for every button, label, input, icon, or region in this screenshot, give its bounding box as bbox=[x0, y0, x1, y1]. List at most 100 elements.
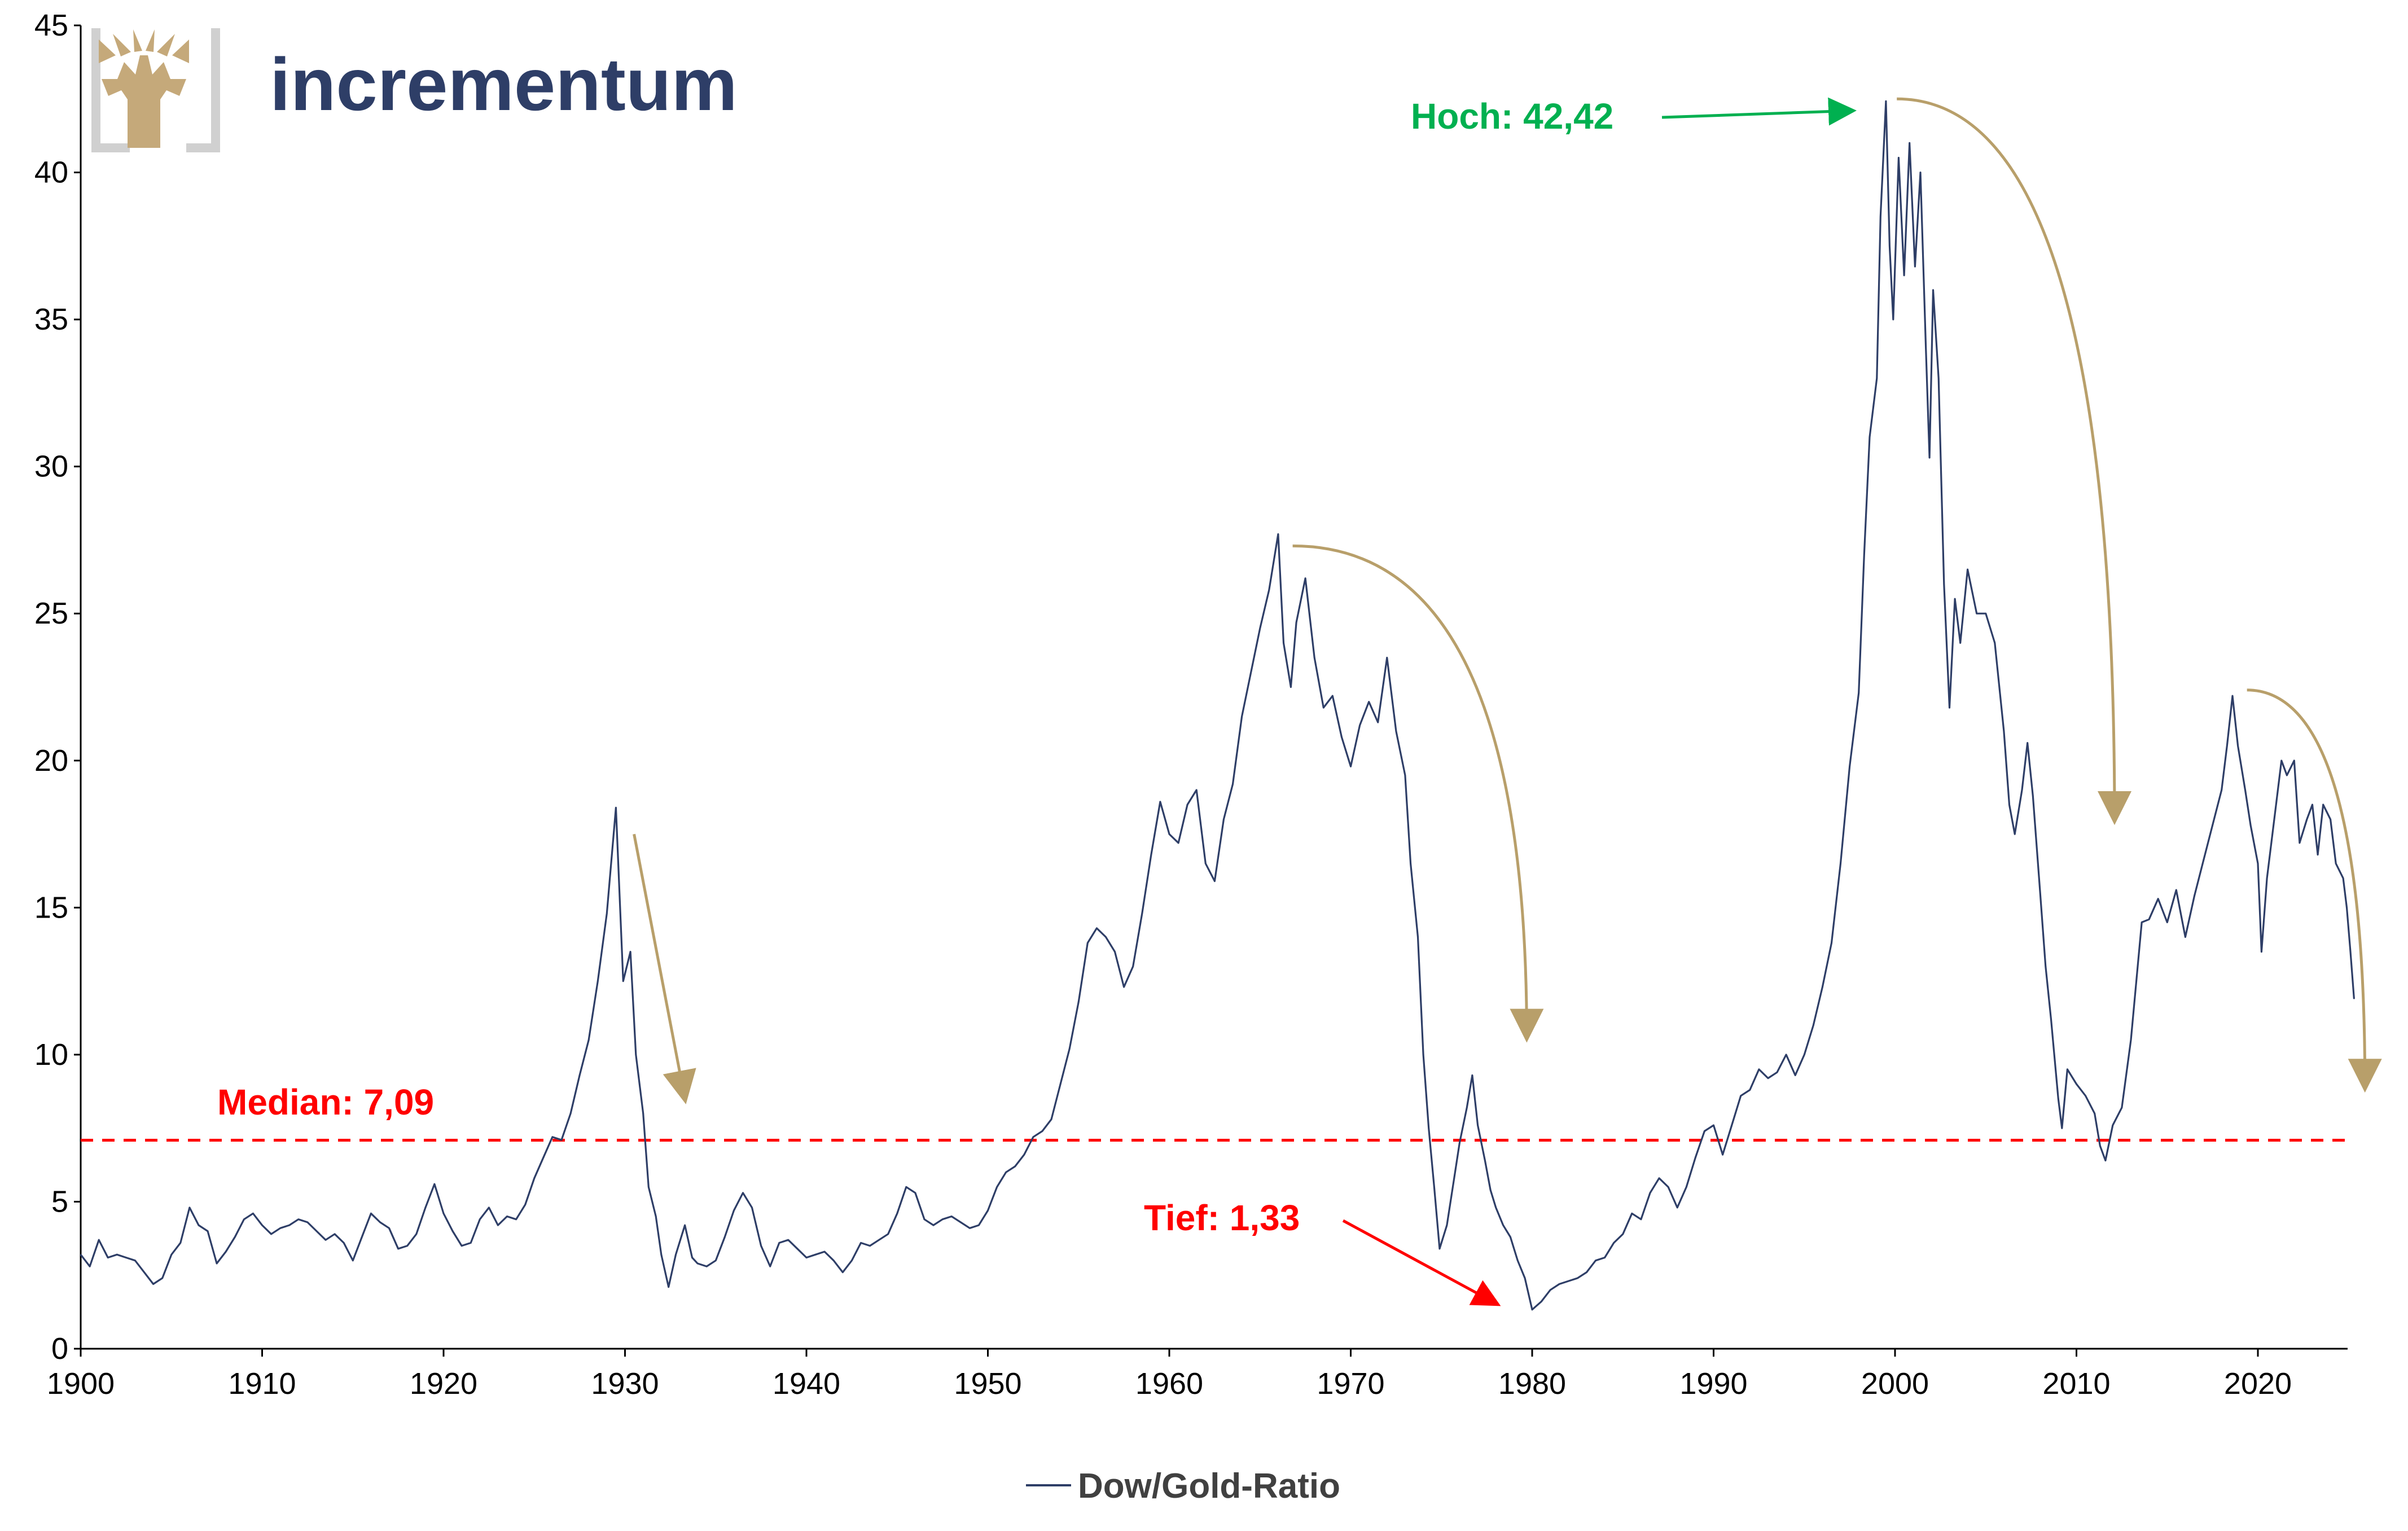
data-point bbox=[661, 1254, 662, 1255]
series-line-dow-gold-ratio bbox=[80, 100, 2355, 1311]
data-point bbox=[1187, 804, 1188, 805]
data-point bbox=[1196, 789, 1197, 791]
data-point bbox=[1849, 766, 1850, 767]
x-tick-label: 2020 bbox=[2224, 1367, 2292, 1401]
data-point bbox=[1885, 100, 1887, 102]
data-point bbox=[1786, 1054, 1787, 1055]
data-point bbox=[1377, 722, 1379, 723]
data-point bbox=[1359, 725, 1361, 726]
data-point bbox=[125, 1257, 127, 1258]
data-point bbox=[570, 1113, 571, 1114]
data-point bbox=[107, 1257, 108, 1258]
data-point bbox=[1350, 766, 1352, 767]
data-point bbox=[951, 1216, 952, 1217]
data-point bbox=[851, 1260, 853, 1261]
data-point bbox=[733, 1210, 735, 1211]
data-point bbox=[1713, 1125, 1714, 1126]
data-point bbox=[425, 1207, 426, 1208]
data-point bbox=[2039, 892, 2041, 894]
data-point bbox=[2008, 804, 2010, 805]
data-point bbox=[1178, 842, 1179, 844]
data-point bbox=[2311, 804, 2313, 805]
data-point bbox=[243, 1218, 245, 1220]
data-point bbox=[1446, 1225, 1448, 1226]
data-point bbox=[1033, 1137, 1034, 1138]
data-point bbox=[1387, 657, 1388, 659]
data-point bbox=[2299, 842, 2300, 844]
data-point bbox=[842, 1271, 844, 1273]
data-point bbox=[152, 1283, 154, 1285]
data-point bbox=[334, 1234, 335, 1235]
data-point bbox=[534, 1178, 535, 1179]
data-point bbox=[2135, 980, 2137, 982]
data-point bbox=[1893, 319, 1894, 320]
y-tick-label: 30 bbox=[34, 450, 68, 484]
data-point bbox=[815, 1254, 816, 1255]
data-point bbox=[1920, 172, 1921, 173]
data-point bbox=[1069, 1048, 1070, 1050]
decline-arrow bbox=[1897, 97, 2131, 825]
data-point bbox=[1510, 1236, 1511, 1238]
data-point bbox=[2094, 1113, 2095, 1114]
data-point bbox=[1014, 1166, 1016, 1167]
data-point bbox=[2286, 775, 2288, 776]
data-point bbox=[171, 1254, 172, 1255]
data-point bbox=[724, 1236, 726, 1238]
data-point bbox=[897, 1213, 898, 1214]
data-point bbox=[779, 1242, 780, 1244]
data-point bbox=[80, 1254, 81, 1255]
x-tick-label: 2000 bbox=[1861, 1367, 1929, 1401]
data-point bbox=[1096, 928, 1098, 929]
data-point bbox=[1604, 1257, 1606, 1258]
data-point bbox=[1880, 216, 1881, 217]
data-point bbox=[1290, 686, 1292, 688]
data-point bbox=[691, 1257, 693, 1258]
legend: Dow/Gold-Ratio bbox=[1026, 1467, 1340, 1506]
data-point bbox=[960, 1222, 962, 1223]
data-point bbox=[406, 1245, 408, 1247]
data-point bbox=[2226, 745, 2228, 747]
data-point bbox=[642, 1113, 644, 1114]
data-point bbox=[361, 1236, 363, 1238]
data-point bbox=[1686, 1186, 1687, 1188]
x-tick-label: 1990 bbox=[1679, 1367, 1747, 1401]
data-point bbox=[2085, 1095, 2086, 1096]
data-point bbox=[969, 1227, 971, 1229]
data-point bbox=[1502, 1225, 1504, 1226]
data-point bbox=[742, 1192, 744, 1194]
data-point bbox=[2175, 889, 2177, 890]
data-point bbox=[1831, 942, 1832, 944]
data-point bbox=[2014, 834, 2015, 835]
data-point bbox=[675, 1254, 677, 1255]
data-point bbox=[461, 1245, 462, 1247]
data-point bbox=[1932, 289, 1934, 291]
data-point bbox=[1985, 613, 1986, 614]
data-point bbox=[942, 1218, 943, 1220]
data-point bbox=[180, 1242, 181, 1244]
data-point bbox=[207, 1230, 208, 1232]
data-point bbox=[2237, 745, 2239, 747]
data-point bbox=[1060, 1083, 1061, 1085]
data-point bbox=[1869, 436, 1870, 438]
data-point bbox=[1477, 1125, 1479, 1126]
data-point bbox=[2166, 922, 2168, 923]
data-point bbox=[1559, 1283, 1560, 1285]
data-point bbox=[343, 1242, 344, 1244]
data-point bbox=[1368, 701, 1370, 703]
data-point bbox=[1428, 1128, 1429, 1129]
data-point bbox=[1822, 986, 1823, 988]
data-point bbox=[261, 1225, 263, 1226]
data-point bbox=[1929, 457, 1930, 458]
x-tick-label: 1920 bbox=[410, 1367, 477, 1401]
data-point bbox=[452, 1230, 453, 1232]
data-point bbox=[1042, 1130, 1043, 1132]
x-tick-label: 1900 bbox=[47, 1367, 115, 1401]
data-point bbox=[189, 1207, 190, 1208]
data-point bbox=[1622, 1234, 1624, 1235]
data-point bbox=[996, 1186, 998, 1188]
data-point bbox=[1550, 1289, 1551, 1291]
annotation-low: Tief: 1,33 bbox=[1144, 1197, 1300, 1238]
decline-arrow bbox=[1292, 544, 1544, 1043]
data-point bbox=[506, 1216, 508, 1217]
y-tick-label: 5 bbox=[51, 1185, 68, 1218]
